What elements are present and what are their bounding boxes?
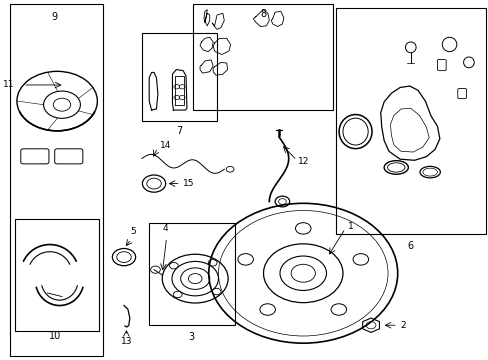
Text: 7: 7 [176, 126, 183, 135]
Bar [142, 33, 217, 121]
Bar [10, 4, 103, 356]
Text: 12: 12 [298, 157, 309, 166]
Bar [192, 4, 333, 110]
Text: 6: 6 [407, 241, 413, 251]
Text: 2: 2 [399, 321, 405, 330]
Bar [15, 220, 99, 330]
Text: 13: 13 [121, 337, 132, 346]
Bar [149, 223, 235, 325]
Text: 9: 9 [52, 12, 58, 22]
Text: 4: 4 [163, 224, 168, 233]
Text: 15: 15 [183, 179, 194, 188]
Text: 11: 11 [3, 81, 15, 90]
Text: 10: 10 [48, 331, 61, 341]
Text: 3: 3 [188, 332, 195, 342]
Text: 1: 1 [347, 222, 353, 231]
Text: 5: 5 [130, 227, 135, 236]
Bar [335, 8, 485, 234]
Text: 8: 8 [260, 9, 265, 19]
Text: 14: 14 [160, 141, 171, 150]
